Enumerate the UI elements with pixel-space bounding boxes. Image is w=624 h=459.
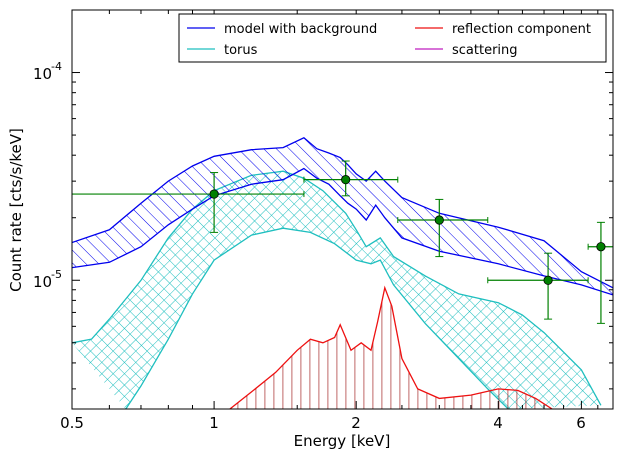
axis-ticks [71,9,614,409]
x-tick-label: 1 [209,414,219,432]
y-tick-label-base: 10 [33,273,52,291]
x-tick-label: 2 [351,414,361,432]
y-tick-label-exponent: -4 [51,60,62,73]
y-tick-label-base: 10 [33,65,52,83]
data-marker [434,215,444,225]
torus-upper-line [72,170,602,406]
plot-content [72,137,613,409]
x-axis-label: Energy [keV] [294,432,391,450]
data-point [303,160,399,197]
legend-label-torus: torus [224,43,258,58]
torus-lower-line [125,227,509,409]
data-point [487,252,589,320]
legend-box [178,13,607,63]
legend: model with background reflection compone… [178,13,607,63]
x-tick-label: 4 [493,414,503,432]
x-tick-labels: 0.5 1 2 4 6 [60,414,586,432]
legend-label-scattering: scattering [452,43,518,58]
x-tick-label: 0.5 [60,414,84,432]
legend-label-model: model with background [224,22,377,37]
data-point [587,221,613,324]
data-point [72,172,305,233]
y-tick-label-exponent: -5 [51,268,62,281]
legend-label-reflection: reflection component [452,22,591,37]
y-axis-label: Count rate [cts/s/keV] [7,128,25,292]
y-tick-labels: 10 -5 10 -4 [33,60,62,291]
model-with-background-band-fill [72,137,613,295]
plot-frame [71,9,614,410]
data-marker [596,242,606,252]
data-points [72,160,613,324]
data-marker [543,275,553,285]
data-point [397,198,489,258]
data-marker [341,175,351,185]
data-marker [209,189,219,199]
model-with-background-lower-line [72,167,613,296]
torus-band-fill [72,171,601,409]
model-with-background-upper-line [72,137,613,289]
x-tick-label: 6 [576,414,586,432]
reflection-component-line [229,285,553,409]
